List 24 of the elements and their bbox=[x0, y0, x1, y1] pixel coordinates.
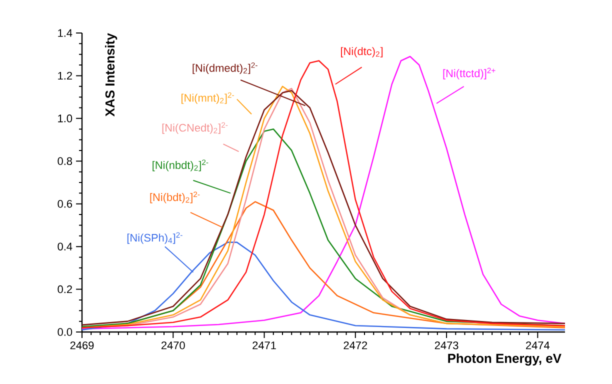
y-tick-label: 0.8 bbox=[58, 157, 72, 166]
x-tick-label: 2469 bbox=[70, 342, 94, 350]
x-tick-label: 2473 bbox=[434, 342, 458, 350]
text: [Ni(dmedt)$_{2}$]$^{2-}$ bbox=[192, 62, 258, 74]
text: [Ni(mnt)$_{2}$]$^{2-}$ bbox=[182, 92, 234, 104]
x-tick-label: 2470 bbox=[161, 342, 185, 350]
y-tick-label: 0.6 bbox=[58, 200, 72, 208]
y-tick-label: 0.2 bbox=[58, 285, 72, 294]
y-tick-label: 1.4 bbox=[58, 29, 72, 37]
series-label: [Ni(ttctd)]$^{2+}$ bbox=[443, 68, 496, 80]
text: [Ni(SPh)$_{4}$]$^{2-}$ bbox=[127, 232, 182, 244]
text: [Ni(nbdt)$_{2}$]$^{2-}$ bbox=[152, 160, 208, 172]
y-axis-title: XAS Intensity bbox=[105, 33, 118, 116]
y-tick-label: 1.0 bbox=[58, 114, 72, 122]
x-tick-label: 2472 bbox=[344, 342, 368, 350]
y-tick-label: 0.4 bbox=[58, 242, 72, 250]
x-axis-title: Photon Energy, eV bbox=[448, 353, 562, 366]
x-tick-label: 2474 bbox=[526, 342, 550, 350]
text: [Ni(CNedt)$_{2}$]$^{2-}$ bbox=[162, 122, 228, 134]
series-label: [Ni(dtc)$_{2}$] bbox=[341, 47, 383, 58]
y-tick-label: 1.2 bbox=[58, 72, 72, 80]
text: [Ni(bdt)$_{2}$]$^{2-}$ bbox=[150, 192, 200, 204]
y-tick-label: 0.0 bbox=[58, 328, 72, 336]
x-tick-label: 2471 bbox=[252, 342, 276, 350]
